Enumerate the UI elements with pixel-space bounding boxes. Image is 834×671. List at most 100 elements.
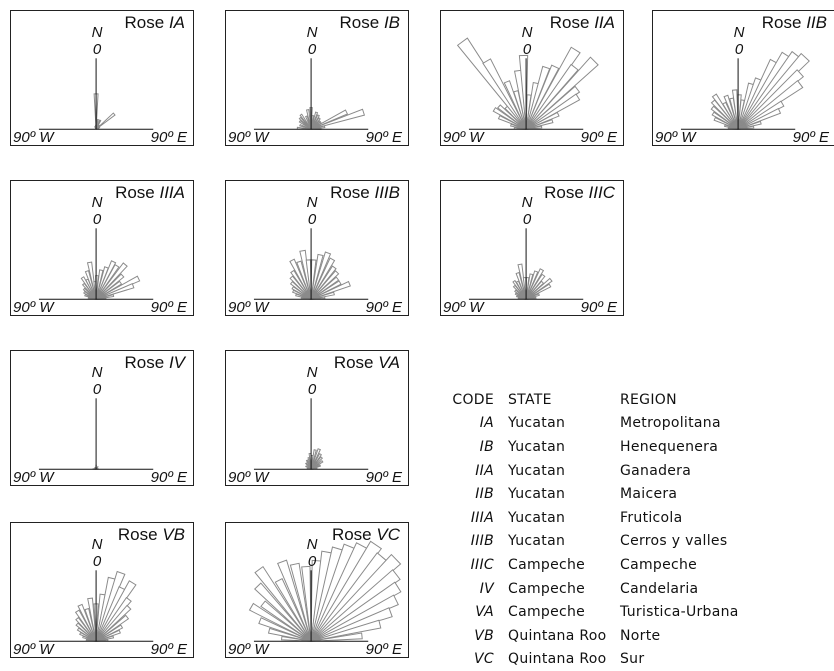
legend-region: Ganadera [620, 462, 692, 479]
legend-state: Quintana Roo [508, 651, 607, 668]
rose-petal-7 [77, 603, 97, 642]
north-label: N [521, 24, 533, 41]
rose-petal-13 [525, 268, 545, 300]
rose-title-code: IIIB [374, 183, 400, 202]
rose-petal-10 [301, 565, 312, 642]
rose-panel-iiia: Rose IIIA N 0 90º W 90º E [10, 180, 194, 316]
rose-petal-6 [305, 109, 312, 130]
legend-row: IB Yucatan Henequenera [438, 435, 739, 459]
legend-code: IV [479, 580, 494, 597]
rose-petal-3 [305, 459, 312, 470]
rose-petal-9 [289, 562, 312, 642]
east-label: 90º E [580, 129, 617, 146]
east-label: 90º E [792, 129, 829, 146]
rose-plot [38, 398, 154, 470]
legend-region: Campeche [620, 556, 698, 573]
rose-petal-11 [518, 54, 529, 130]
rose-petal-6 [254, 565, 312, 642]
legend-row: VB Quintana Roo Norte [438, 624, 739, 648]
zero-label: 0 [92, 211, 102, 228]
legend-region: Henequenera [620, 438, 719, 455]
legend-region: Maicera [620, 486, 678, 503]
zero-label: 0 [307, 553, 317, 570]
legend-header-code: CODE [452, 391, 494, 408]
legend-code: VA [475, 604, 494, 621]
rose-petal-15 [95, 262, 128, 300]
rose-title-prefix: Rose [124, 13, 165, 32]
rose-petal-7 [289, 258, 312, 300]
west-label: 90º W [13, 641, 54, 658]
legend-state: Yucatan [508, 509, 566, 526]
rose-petal-17 [95, 604, 132, 642]
rose-panel-ib: Rose IB N 0 90º W 90º E [225, 10, 409, 146]
legend-region: Metropolitana [620, 415, 721, 432]
rose-title-code: VB [162, 525, 185, 544]
north-label: N [91, 24, 103, 41]
rose-petal-3 [248, 602, 312, 642]
rose-petal-8 [296, 260, 312, 300]
west-label: 90º W [443, 129, 484, 146]
rose-plot [253, 58, 369, 130]
rose-petal-14 [95, 263, 120, 300]
legend-row: IA Yucatan Metropolitana [438, 412, 739, 436]
legend-row: IIA Yucatan Ganadera [438, 459, 739, 483]
rose-title-prefix: Rose [124, 353, 165, 372]
legend-state: Campeche [508, 580, 586, 597]
rose-petal-16 [95, 273, 125, 300]
rose-title: Rose IIB [762, 13, 827, 33]
rose-title-prefix: Rose [330, 183, 370, 202]
east-label: 90º E [365, 129, 402, 146]
zero-label: 0 [307, 211, 317, 228]
legend-table: CODE STATE REGION IA Yucatan Metropolitana… [438, 388, 739, 671]
legend-state: Campeche [508, 604, 586, 621]
legend-row: VA Campeche Turistica-Urbana [438, 600, 739, 624]
rose-petal-24 [311, 632, 363, 642]
rose-plot [468, 228, 584, 300]
north-label: N [733, 24, 745, 41]
legend-state: Yucatan [508, 415, 566, 432]
rose-petal-21 [525, 111, 560, 130]
legend-code: IIIA [470, 509, 494, 526]
rose-title-prefix: Rose [761, 13, 802, 32]
east-label: 90º E [150, 641, 187, 658]
rose-petal-15 [310, 108, 366, 130]
rose-title-prefix: Rose [549, 13, 590, 32]
zero-label: 0 [522, 41, 532, 58]
rose-plot [253, 398, 369, 470]
rose-title-code: IB [383, 13, 400, 32]
rose-petal-2 [258, 617, 312, 642]
rose-petal-8 [277, 559, 312, 642]
legend-header-region: REGION [620, 391, 677, 408]
legend-row: IV Campeche Candelaria [438, 577, 739, 601]
rose-title-prefix: Rose [331, 525, 372, 544]
rose-petal-1 [299, 123, 312, 130]
west-label: 90º W [13, 129, 54, 146]
rose-petal-7 [274, 577, 312, 642]
east-label: 90º E [365, 469, 402, 486]
rose-petal-24 [737, 125, 755, 130]
legend-code: IA [479, 415, 494, 432]
legend-row: IIB Yucatan Maicera [438, 482, 739, 506]
rose-panel-iib: Rose IIB N 0 90º W 90º E [652, 10, 834, 146]
rose-petal-18 [95, 614, 130, 642]
west-label: 90º W [13, 469, 54, 486]
north-label: N [306, 24, 318, 41]
west-label: 90º W [228, 469, 269, 486]
rose-title: Rose VC [332, 525, 400, 545]
rose-petal-23 [525, 125, 543, 130]
rose-plot [38, 58, 154, 130]
rose-petal-23 [310, 619, 382, 642]
east-label: 90º E [150, 129, 187, 146]
rose-plot [680, 50, 810, 130]
legend-code: IIIC [470, 556, 494, 573]
legend-code: IIIB [470, 533, 494, 550]
rose-plot [253, 228, 369, 300]
rose-title-code: IIIC [588, 183, 615, 202]
rose-petal-18 [525, 293, 540, 300]
north-label: N [306, 536, 318, 553]
zero-label: 0 [92, 553, 102, 570]
rose-title: Rose IIIA [115, 183, 185, 203]
rose-title-code: IV [168, 353, 185, 372]
legend-code: IB [479, 438, 494, 455]
legend-state: Yucatan [508, 462, 566, 479]
